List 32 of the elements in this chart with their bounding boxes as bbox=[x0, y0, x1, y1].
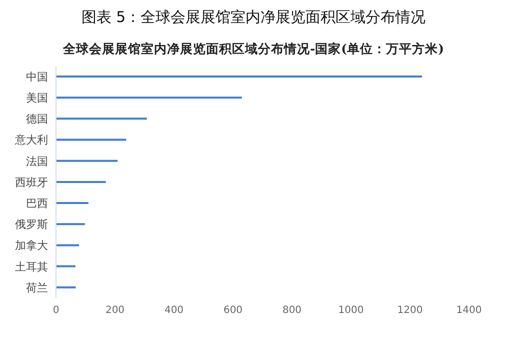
bar bbox=[56, 96, 242, 99]
y-tick-label: 西班牙 bbox=[15, 176, 48, 189]
bar bbox=[56, 75, 422, 78]
y-tick-label: 法国 bbox=[26, 154, 48, 168]
x-tick-label: 400 bbox=[164, 305, 184, 316]
bar bbox=[56, 118, 147, 120]
x-tick-label: 0 bbox=[52, 305, 60, 316]
x-tick-label: 200 bbox=[105, 305, 125, 316]
bar bbox=[56, 244, 80, 246]
y-tick-label: 荷兰 bbox=[26, 281, 48, 294]
y-tick-label: 美国 bbox=[26, 92, 48, 105]
bar bbox=[56, 160, 118, 162]
y-tick-label: 意大利 bbox=[14, 134, 48, 147]
y-tick-label: 巴西 bbox=[26, 196, 48, 210]
y-tick-label: 土耳其 bbox=[15, 260, 48, 274]
y-tick-label: 德国 bbox=[26, 112, 48, 126]
x-tick-label: 1000 bbox=[338, 305, 364, 316]
bar bbox=[56, 138, 126, 141]
y-tick-label: 中国 bbox=[26, 70, 48, 84]
x-tick-label: 1400 bbox=[456, 305, 482, 316]
chart-title: 图表 5：全球会展展馆室内净展览面积区域分布情况 bbox=[80, 8, 427, 27]
y-tick-label: 俄罗斯 bbox=[15, 218, 48, 232]
y-tick-label: 加拿大 bbox=[15, 239, 48, 252]
bar bbox=[56, 202, 88, 204]
x-tick-label: 600 bbox=[223, 305, 243, 316]
x-tick-label: 800 bbox=[282, 305, 302, 316]
chart-subtitle: 全球会展展馆室内净展览面积区域分布情况-国家(单位：万平方米) bbox=[62, 41, 446, 58]
bar bbox=[56, 180, 106, 183]
bar bbox=[56, 286, 76, 288]
x-tick-label: 1200 bbox=[397, 305, 423, 316]
bar bbox=[56, 265, 76, 268]
bar bbox=[56, 223, 85, 226]
